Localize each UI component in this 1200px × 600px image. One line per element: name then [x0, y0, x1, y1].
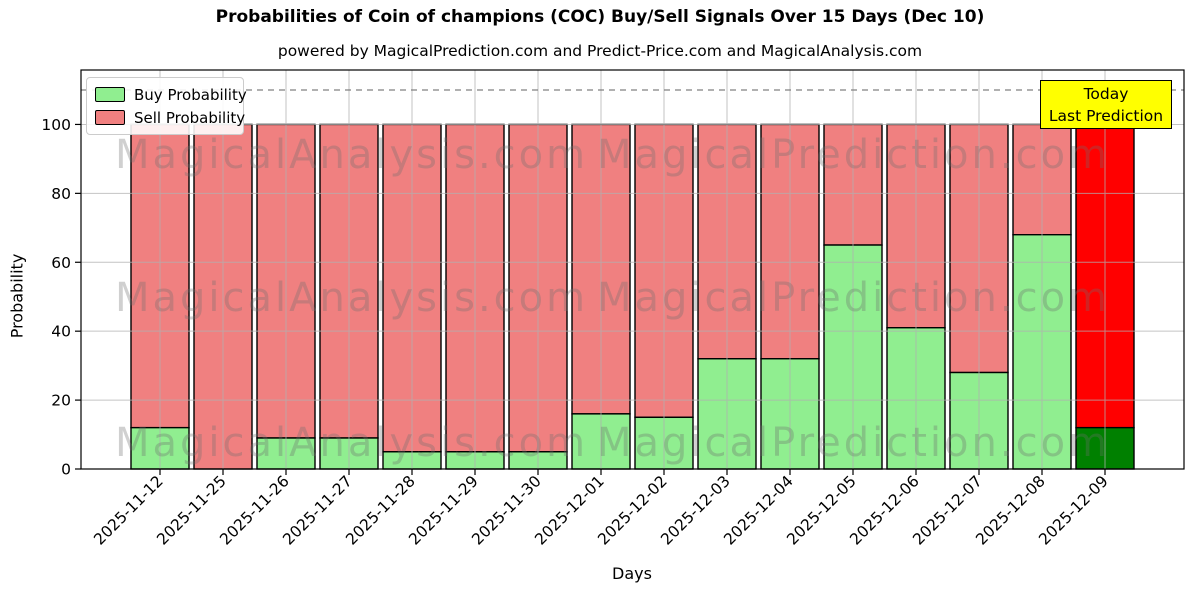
- legend-item-buy: Buy Probability: [95, 83, 247, 106]
- axis-ticks: [75, 123, 1106, 475]
- watermark-text: MagicalPrediction.com: [597, 132, 1110, 178]
- x-axis-label: Days: [612, 564, 652, 583]
- watermarks: MagicalAnalysis.com MagicalPrediction.com…: [115, 132, 1110, 466]
- legend: Buy Probability Sell Probability: [86, 77, 247, 135]
- y-tick-label: 40: [51, 323, 71, 341]
- watermark-text: MagicalPrediction.com: [597, 275, 1110, 321]
- y-tick-label: 20: [51, 392, 71, 410]
- legend-label-buy: Buy Probability: [134, 85, 247, 104]
- legend-label-sell: Sell Probability: [134, 108, 246, 127]
- y-tick-labels: 0 20 40 60 80 100: [41, 116, 71, 479]
- watermark-text: MagicalAnalysis.com: [115, 132, 588, 178]
- y-axis-label: Probability: [7, 253, 27, 339]
- today-annotation-line2: Last Prediction: [1048, 107, 1164, 125]
- plot-border: [80, 69, 1185, 470]
- y-tick-label: 0: [61, 461, 71, 479]
- y-tick-label: 60: [51, 254, 71, 272]
- today-annotation-line1: Today: [1083, 85, 1129, 103]
- y-tick-label: 80: [51, 185, 71, 203]
- watermark-text: MagicalAnalysis.com: [115, 275, 588, 321]
- today-annotation: Today Last Prediction: [1040, 80, 1172, 129]
- y-tick-label: 100: [41, 116, 71, 134]
- chart-title: Probabilities of Coin of champions (COC)…: [215, 7, 985, 27]
- sell-swatch-icon: [95, 110, 125, 125]
- x-tick-labels: 2025-11-122025-11-252025-11-262025-11-27…: [90, 472, 1111, 548]
- legend-item-sell: Sell Probability: [95, 106, 245, 129]
- chart-subtitle: powered by MagicalPrediction.com and Pre…: [277, 42, 923, 60]
- buy-swatch-icon: [95, 87, 125, 102]
- watermark-text: MagicalPrediction.com: [597, 420, 1110, 466]
- watermark-text: MagicalAnalysis.com: [115, 420, 588, 466]
